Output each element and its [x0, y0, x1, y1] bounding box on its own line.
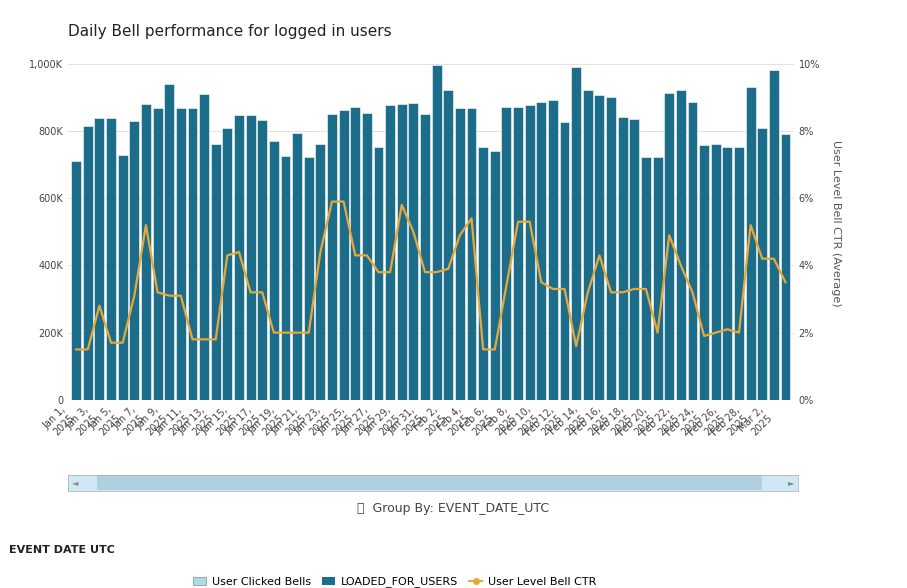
Bar [664, 93, 674, 400]
Bar [548, 100, 558, 400]
Bar [176, 108, 186, 400]
Text: 📊  Group By: EVENT_DATE_UTC: 📊 Group By: EVENT_DATE_UTC [357, 502, 550, 515]
Bar [200, 94, 209, 400]
Bar [118, 155, 128, 400]
Bar [722, 147, 732, 400]
Bar [699, 145, 709, 400]
Bar [385, 105, 395, 400]
Bar [246, 115, 256, 400]
Bar [594, 95, 604, 400]
Bar [222, 128, 232, 400]
Text: Daily Bell performance for logged in users: Daily Bell performance for logged in use… [68, 24, 392, 39]
Bar [432, 65, 442, 400]
Bar [280, 156, 290, 400]
Bar [362, 112, 372, 400]
Bar [769, 70, 779, 400]
Bar [210, 145, 220, 400]
Legend: User Clicked Bells, LOADED_FOR_USERS, User Level Bell CTR: User Clicked Bells, LOADED_FOR_USERS, Us… [189, 572, 600, 588]
Bar [618, 117, 628, 400]
Bar [304, 157, 314, 400]
Bar [676, 90, 686, 400]
Bar [466, 108, 476, 400]
Bar [606, 97, 616, 400]
Bar [338, 110, 348, 400]
Bar [455, 108, 465, 400]
Bar [72, 161, 81, 400]
Bar [688, 102, 697, 400]
Bar [327, 114, 336, 400]
Y-axis label: User Level Bell CTR (Average): User Level Bell CTR (Average) [831, 140, 841, 307]
Bar [757, 128, 767, 400]
Bar [188, 108, 198, 400]
Bar [478, 147, 488, 400]
Bar [513, 107, 523, 400]
Bar [141, 104, 151, 400]
Bar [420, 113, 430, 400]
Bar [490, 151, 500, 400]
Bar [746, 86, 756, 400]
Bar [408, 103, 418, 400]
Bar [106, 118, 116, 400]
Bar [350, 107, 360, 400]
Bar [374, 147, 384, 400]
Bar [152, 108, 162, 400]
Bar [292, 133, 302, 400]
Bar [734, 147, 744, 400]
Bar [653, 157, 662, 400]
Bar [560, 122, 570, 400]
Bar [316, 144, 326, 400]
Bar [268, 141, 278, 400]
Bar [571, 66, 581, 400]
Bar [525, 105, 534, 400]
Bar [83, 126, 93, 400]
Bar [94, 118, 104, 400]
Bar [258, 121, 268, 400]
Text: EVENT DATE UTC: EVENT DATE UTC [9, 544, 115, 555]
Bar [444, 90, 454, 400]
Bar [583, 90, 593, 400]
Bar [641, 157, 651, 400]
Text: ►: ► [787, 478, 795, 487]
Bar [234, 115, 244, 400]
Bar [781, 135, 790, 400]
Bar [711, 144, 721, 400]
Text: ◄: ◄ [72, 478, 79, 487]
Bar [536, 102, 546, 400]
Bar [164, 84, 174, 400]
Bar [629, 119, 639, 400]
Bar [396, 104, 406, 400]
Bar [130, 121, 140, 400]
Bar [502, 107, 512, 400]
